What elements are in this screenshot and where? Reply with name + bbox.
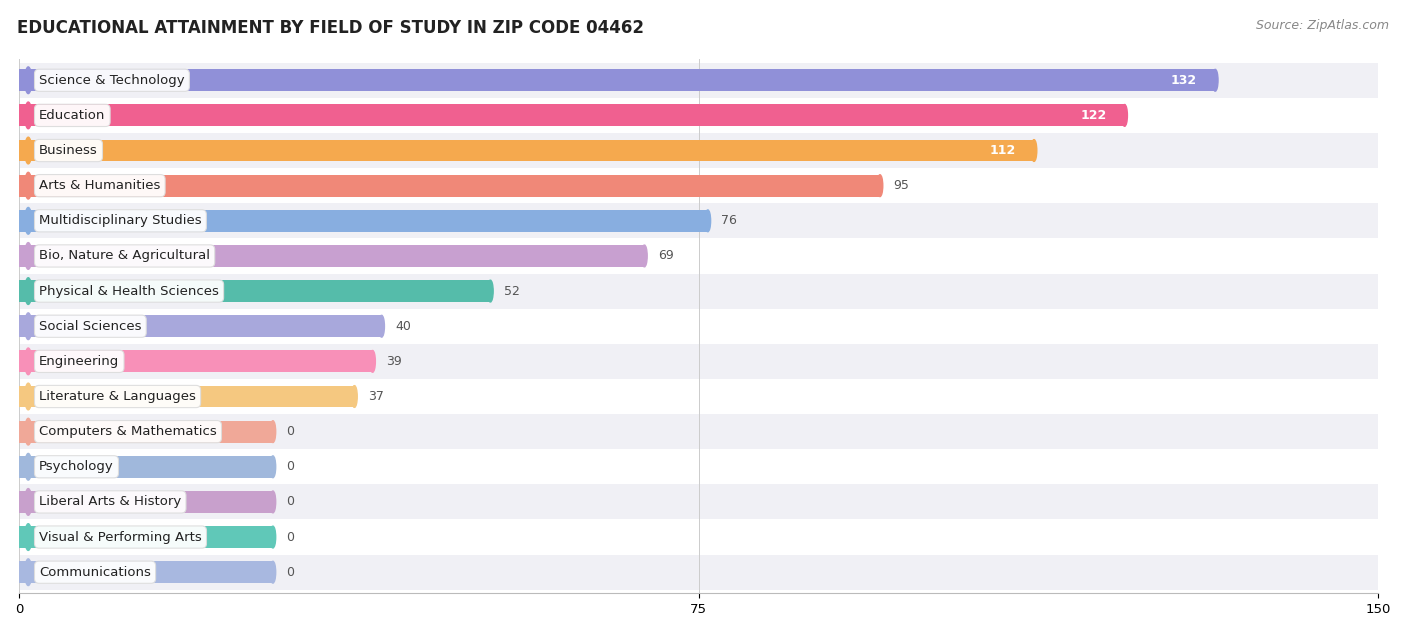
Circle shape bbox=[1122, 105, 1128, 126]
Bar bbox=[20, 344, 1378, 379]
Text: Science & Technology: Science & Technology bbox=[39, 74, 184, 86]
Circle shape bbox=[25, 208, 32, 234]
Bar bbox=[20, 139, 1033, 162]
Text: Arts & Humanities: Arts & Humanities bbox=[39, 179, 160, 192]
Circle shape bbox=[25, 172, 32, 199]
Text: Visual & Performing Arts: Visual & Performing Arts bbox=[39, 531, 202, 543]
Circle shape bbox=[352, 386, 357, 408]
Circle shape bbox=[270, 491, 276, 513]
Bar bbox=[20, 350, 373, 372]
Circle shape bbox=[641, 245, 647, 267]
Circle shape bbox=[25, 67, 32, 93]
Bar bbox=[20, 245, 644, 267]
Bar bbox=[20, 526, 273, 548]
Bar bbox=[20, 414, 1378, 449]
Circle shape bbox=[25, 559, 32, 586]
Bar bbox=[20, 168, 1378, 203]
Text: 0: 0 bbox=[287, 495, 294, 509]
Circle shape bbox=[25, 242, 32, 269]
Text: 52: 52 bbox=[503, 285, 520, 298]
Circle shape bbox=[1212, 69, 1218, 91]
Circle shape bbox=[25, 313, 32, 339]
Circle shape bbox=[25, 137, 32, 164]
Text: 39: 39 bbox=[387, 355, 402, 368]
Bar bbox=[20, 316, 381, 337]
Bar bbox=[20, 555, 1378, 590]
Circle shape bbox=[25, 348, 32, 375]
Circle shape bbox=[1031, 139, 1036, 162]
Text: Engineering: Engineering bbox=[39, 355, 120, 368]
Text: Social Sciences: Social Sciences bbox=[39, 320, 142, 333]
Text: 0: 0 bbox=[287, 531, 294, 543]
Text: Bio, Nature & Agricultural: Bio, Nature & Agricultural bbox=[39, 249, 209, 262]
Text: 37: 37 bbox=[368, 390, 384, 403]
Text: 0: 0 bbox=[287, 425, 294, 438]
Circle shape bbox=[270, 421, 276, 442]
Circle shape bbox=[25, 102, 32, 129]
Text: Business: Business bbox=[39, 144, 98, 157]
Bar bbox=[20, 562, 273, 583]
Bar bbox=[20, 491, 273, 513]
Circle shape bbox=[25, 454, 32, 480]
Bar bbox=[20, 309, 1378, 344]
Bar bbox=[20, 421, 273, 442]
Circle shape bbox=[270, 526, 276, 548]
Text: Computers & Mathematics: Computers & Mathematics bbox=[39, 425, 217, 438]
Bar bbox=[20, 239, 1378, 273]
Circle shape bbox=[25, 278, 32, 304]
Text: Source: ZipAtlas.com: Source: ZipAtlas.com bbox=[1256, 19, 1389, 32]
Circle shape bbox=[877, 175, 883, 197]
Circle shape bbox=[270, 562, 276, 583]
Bar bbox=[20, 133, 1378, 168]
Bar bbox=[20, 273, 1378, 309]
Bar bbox=[20, 62, 1378, 98]
Text: Literature & Languages: Literature & Languages bbox=[39, 390, 195, 403]
Circle shape bbox=[25, 383, 32, 410]
Text: 0: 0 bbox=[287, 460, 294, 473]
Bar bbox=[20, 105, 1125, 126]
Text: Physical & Health Sciences: Physical & Health Sciences bbox=[39, 285, 219, 298]
Bar bbox=[20, 449, 1378, 485]
Bar bbox=[20, 98, 1378, 133]
Bar bbox=[20, 175, 880, 197]
Bar bbox=[20, 386, 354, 408]
Text: 69: 69 bbox=[658, 249, 673, 262]
Text: 40: 40 bbox=[395, 320, 411, 333]
Text: 112: 112 bbox=[990, 144, 1017, 157]
Text: Communications: Communications bbox=[39, 566, 150, 579]
Bar bbox=[20, 69, 1215, 91]
Text: Psychology: Psychology bbox=[39, 460, 114, 473]
Text: Education: Education bbox=[39, 109, 105, 122]
Circle shape bbox=[270, 456, 276, 478]
Bar bbox=[20, 379, 1378, 414]
Text: EDUCATIONAL ATTAINMENT BY FIELD OF STUDY IN ZIP CODE 04462: EDUCATIONAL ATTAINMENT BY FIELD OF STUDY… bbox=[17, 19, 644, 37]
Text: Multidisciplinary Studies: Multidisciplinary Studies bbox=[39, 215, 201, 227]
Text: Liberal Arts & History: Liberal Arts & History bbox=[39, 495, 181, 509]
Circle shape bbox=[378, 316, 384, 337]
Bar bbox=[20, 210, 707, 232]
Bar bbox=[20, 519, 1378, 555]
Text: 122: 122 bbox=[1080, 109, 1107, 122]
Text: 132: 132 bbox=[1171, 74, 1197, 86]
Text: 76: 76 bbox=[721, 215, 737, 227]
Circle shape bbox=[370, 350, 375, 372]
Circle shape bbox=[704, 210, 710, 232]
Bar bbox=[20, 456, 273, 478]
Bar bbox=[20, 203, 1378, 239]
Bar bbox=[20, 485, 1378, 519]
Bar bbox=[20, 280, 491, 302]
Circle shape bbox=[488, 280, 494, 302]
Text: 0: 0 bbox=[287, 566, 294, 579]
Circle shape bbox=[25, 418, 32, 445]
Circle shape bbox=[25, 524, 32, 550]
Text: 95: 95 bbox=[894, 179, 910, 192]
Circle shape bbox=[25, 488, 32, 516]
